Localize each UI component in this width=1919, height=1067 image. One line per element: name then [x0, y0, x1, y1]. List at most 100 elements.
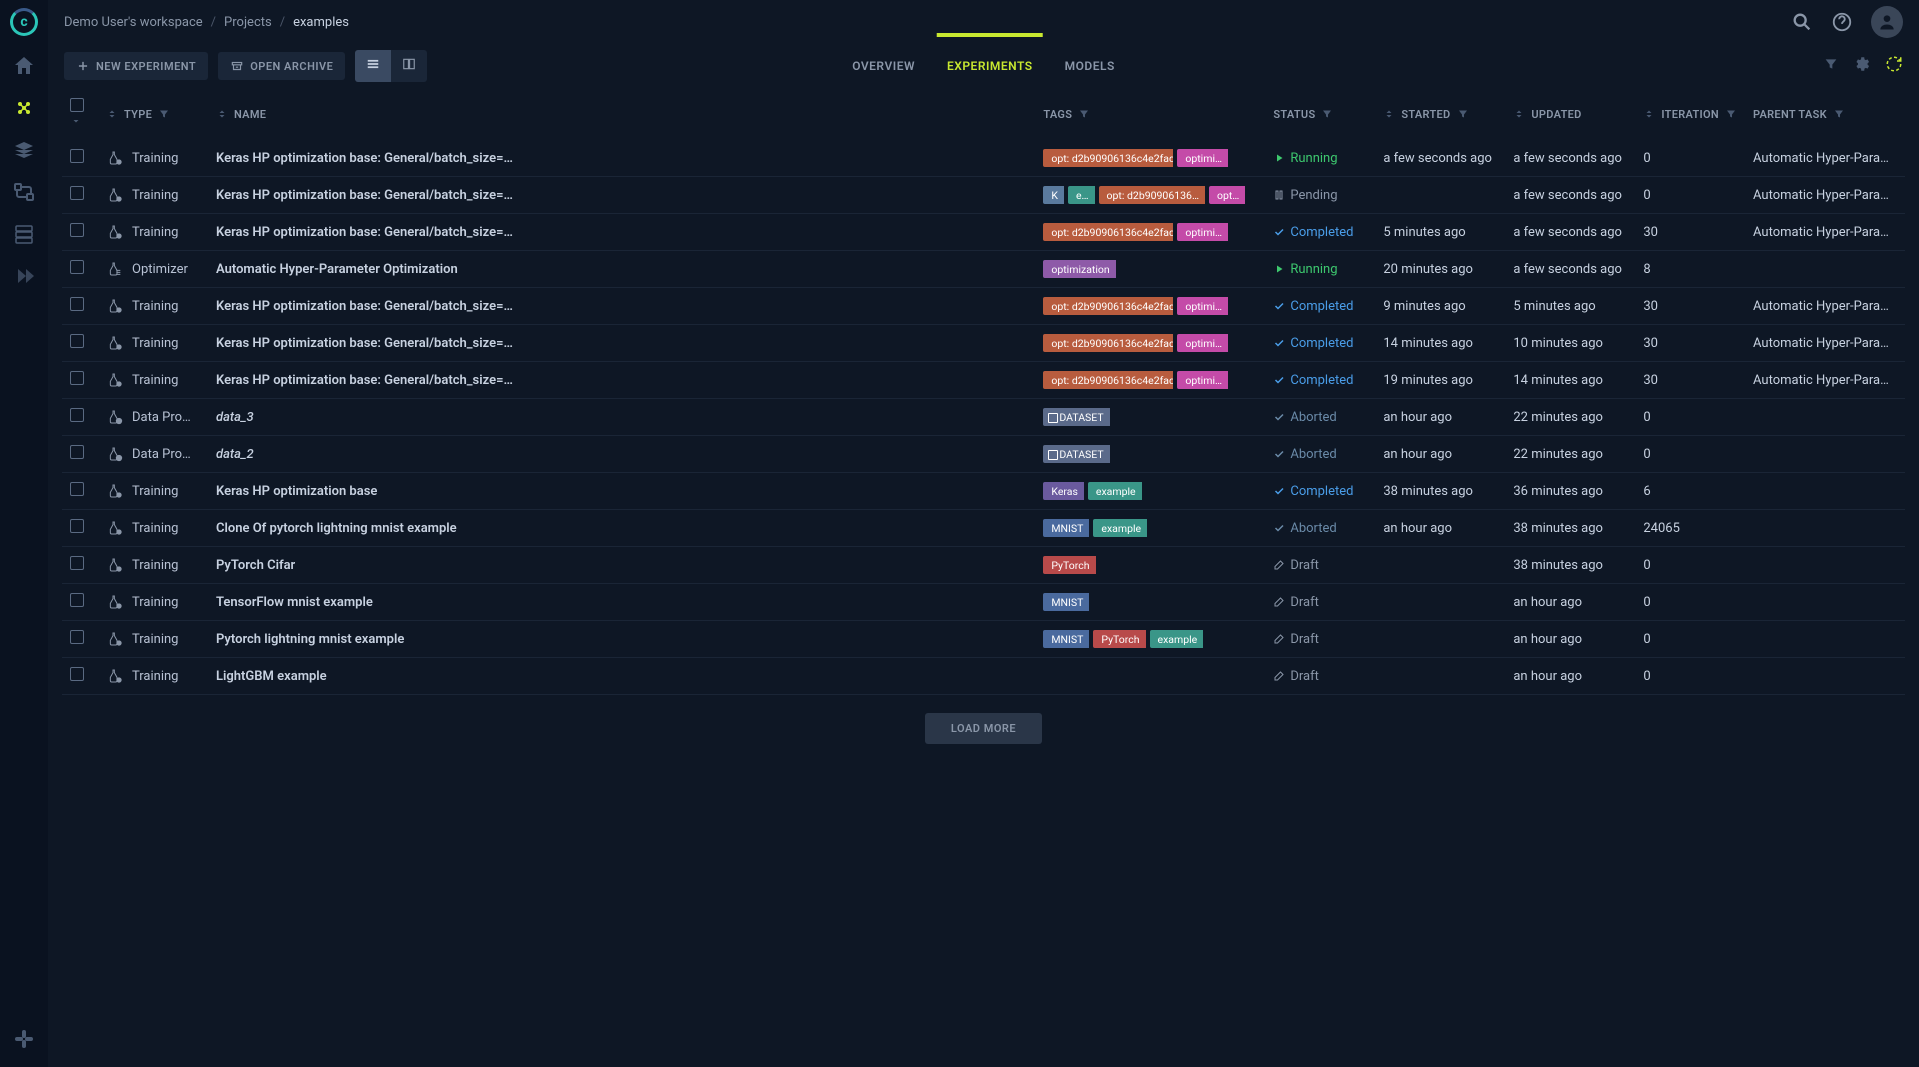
row-checkbox[interactable]: [70, 630, 84, 644]
experiment-name[interactable]: TensorFlow mnist example: [216, 595, 516, 610]
table-row[interactable]: Training Clone Of pytorch lightning mnis…: [62, 510, 1905, 547]
experiment-name[interactable]: Keras HP optimization base: General/batc…: [216, 225, 516, 240]
experiment-name[interactable]: Keras HP optimization base: [216, 484, 516, 499]
help-icon[interactable]: [1831, 11, 1853, 33]
list-view-button[interactable]: [355, 50, 391, 82]
table-row[interactable]: Optimizer Automatic Hyper-Parameter Opti…: [62, 251, 1905, 288]
row-checkbox[interactable]: [70, 482, 84, 496]
sort-icon[interactable]: [1643, 108, 1655, 120]
breadcrumb-workspace[interactable]: Demo User's workspace: [64, 15, 203, 30]
sort-icon[interactable]: [1383, 108, 1395, 120]
table-row[interactable]: Training Keras HP optimization base: Gen…: [62, 325, 1905, 362]
tag[interactable]: optimi…: [1177, 223, 1228, 241]
tag[interactable]: opt…: [1209, 186, 1245, 204]
tag[interactable]: DATASET: [1043, 445, 1109, 463]
row-checkbox[interactable]: [70, 371, 84, 385]
tag[interactable]: example: [1093, 519, 1147, 537]
tag[interactable]: optimi…: [1177, 371, 1228, 389]
filter-icon[interactable]: [158, 108, 170, 120]
filter-icon[interactable]: [1321, 108, 1333, 120]
tab-overview[interactable]: OVERVIEW: [852, 47, 915, 85]
table-row[interactable]: Training LightGBM example Draft an hour …: [62, 658, 1905, 695]
row-checkbox[interactable]: [70, 593, 84, 607]
experiment-name[interactable]: Keras HP optimization base: General/batc…: [216, 188, 516, 203]
row-checkbox[interactable]: [70, 556, 84, 570]
experiment-name[interactable]: Keras HP optimization base: General/batc…: [216, 299, 516, 314]
tag[interactable]: Keras: [1043, 482, 1084, 500]
forward-icon[interactable]: [12, 264, 36, 288]
table-row[interactable]: Data Pro… data_2 DATASET Aborted an hour…: [62, 436, 1905, 473]
filter-all-icon[interactable]: [1823, 56, 1839, 76]
tag[interactable]: opt: d2b90906136c4e2fad18b…: [1043, 371, 1173, 389]
tag[interactable]: optimization: [1043, 260, 1115, 278]
settings-icon[interactable]: [1853, 55, 1871, 77]
open-archive-button[interactable]: OPEN ARCHIVE: [218, 52, 345, 80]
load-more-button[interactable]: LOAD MORE: [925, 713, 1042, 744]
experiment-name[interactable]: data_3: [216, 410, 516, 425]
table-row[interactable]: Training Keras HP optimization base: Gen…: [62, 214, 1905, 251]
tag[interactable]: example: [1150, 630, 1204, 648]
experiment-name[interactable]: Clone Of pytorch lightning mnist example: [216, 521, 516, 536]
breadcrumb-projects[interactable]: Projects: [224, 15, 272, 30]
chevron-down-icon[interactable]: [70, 115, 82, 127]
tag[interactable]: K: [1043, 186, 1064, 204]
experiment-name[interactable]: Pytorch lightning mnist example: [216, 632, 516, 647]
tag[interactable]: optimi…: [1177, 334, 1228, 352]
row-checkbox[interactable]: [70, 334, 84, 348]
tab-models[interactable]: MODELS: [1065, 47, 1115, 85]
row-checkbox[interactable]: [70, 445, 84, 459]
experiment-name[interactable]: PyTorch Cifar: [216, 558, 516, 573]
table-row[interactable]: Training Keras HP optimization base: Gen…: [62, 140, 1905, 177]
filter-icon[interactable]: [1833, 108, 1845, 120]
experiment-name[interactable]: LightGBM example: [216, 669, 516, 684]
row-checkbox[interactable]: [70, 149, 84, 163]
table-row[interactable]: Data Pro… data_3 DATASET Aborted an hour…: [62, 399, 1905, 436]
brain-icon[interactable]: [12, 96, 36, 120]
tag[interactable]: opt: d2b90906136c4e2fad18b…: [1043, 297, 1173, 315]
experiment-name[interactable]: data_2: [216, 447, 516, 462]
server-icon[interactable]: [12, 222, 36, 246]
breadcrumb-current[interactable]: examples: [293, 15, 349, 30]
tag[interactable]: opt: d2b90906136c4e2fad18b…: [1043, 149, 1173, 167]
table-row[interactable]: Training Pytorch lightning mnist example…: [62, 621, 1905, 658]
tag[interactable]: optimi…: [1177, 297, 1228, 315]
logo-icon[interactable]: c: [10, 8, 38, 36]
table-row[interactable]: Training Keras HP optimization base: Gen…: [62, 177, 1905, 214]
table-row[interactable]: Training Keras HP optimization base Kera…: [62, 473, 1905, 510]
refresh-icon[interactable]: [1885, 55, 1903, 77]
search-icon[interactable]: [1791, 11, 1813, 33]
table-row[interactable]: Training Keras HP optimization base: Gen…: [62, 362, 1905, 399]
experiment-name[interactable]: Keras HP optimization base: General/batc…: [216, 336, 516, 351]
tag[interactable]: optimi…: [1177, 149, 1228, 167]
tag[interactable]: MNIST: [1043, 630, 1089, 648]
filter-icon[interactable]: [1078, 108, 1090, 120]
tab-experiments[interactable]: EXPERIMENTS: [947, 47, 1033, 85]
tag[interactable]: MNIST: [1043, 519, 1089, 537]
filter-icon[interactable]: [1457, 108, 1469, 120]
home-icon[interactable]: [12, 54, 36, 78]
tag[interactable]: PyTorch: [1043, 556, 1095, 574]
sort-icon[interactable]: [1513, 108, 1525, 120]
row-checkbox[interactable]: [70, 667, 84, 681]
split-view-button[interactable]: [391, 50, 427, 82]
layers-icon[interactable]: [12, 138, 36, 162]
tag[interactable]: MNIST: [1043, 593, 1089, 611]
tag[interactable]: example: [1088, 482, 1142, 500]
filter-icon[interactable]: [1725, 108, 1737, 120]
tag[interactable]: opt: d2b90906136…: [1099, 186, 1205, 204]
experiment-name[interactable]: Keras HP optimization base: General/batc…: [216, 151, 516, 166]
row-checkbox[interactable]: [70, 297, 84, 311]
select-all-checkbox[interactable]: [70, 98, 84, 112]
row-checkbox[interactable]: [70, 519, 84, 533]
row-checkbox[interactable]: [70, 223, 84, 237]
avatar[interactable]: [1871, 6, 1903, 38]
row-checkbox[interactable]: [70, 408, 84, 422]
table-row[interactable]: Training PyTorch Cifar PyTorch Draft 38 …: [62, 547, 1905, 584]
table-row[interactable]: Training TensorFlow mnist example MNIST …: [62, 584, 1905, 621]
slack-icon[interactable]: [12, 1027, 36, 1051]
tag[interactable]: DATASET: [1043, 408, 1109, 426]
tag[interactable]: opt: d2b90906136c4e2fad18b…: [1043, 334, 1173, 352]
tag[interactable]: e…: [1068, 186, 1095, 204]
table-row[interactable]: Training Keras HP optimization base: Gen…: [62, 288, 1905, 325]
experiment-name[interactable]: Keras HP optimization base: General/batc…: [216, 373, 516, 388]
